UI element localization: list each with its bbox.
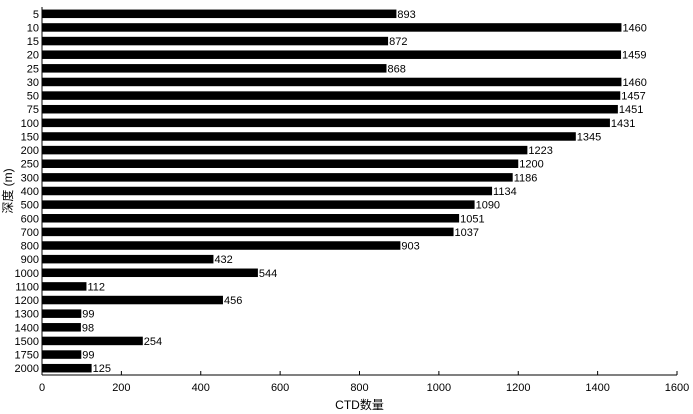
value-label-500: 1090 bbox=[476, 200, 500, 212]
y-tick-label-900: 900 bbox=[21, 254, 39, 266]
x-axis-title: CTD数量 bbox=[335, 397, 384, 412]
bar-300 bbox=[42, 173, 513, 182]
bar-1400 bbox=[42, 323, 81, 332]
bar-10 bbox=[42, 23, 622, 32]
value-label-200: 1223 bbox=[528, 145, 552, 157]
y-tick-label-100: 100 bbox=[21, 118, 39, 130]
bar-1100 bbox=[42, 282, 87, 291]
x-tick-label-0: 0 bbox=[39, 382, 45, 394]
value-label-1200: 456 bbox=[224, 295, 242, 307]
value-label-5: 893 bbox=[397, 9, 415, 21]
bar-200 bbox=[42, 145, 528, 155]
bar-25 bbox=[42, 64, 387, 73]
bars-group bbox=[42, 9, 622, 373]
value-label-25: 868 bbox=[387, 63, 405, 75]
y-tick-label-5: 5 bbox=[33, 9, 39, 21]
bar-250 bbox=[42, 159, 519, 168]
value-label-1750: 99 bbox=[82, 350, 94, 362]
value-label-400: 1134 bbox=[493, 186, 517, 198]
x-tick-label-600: 600 bbox=[271, 382, 289, 394]
bar-100 bbox=[42, 118, 610, 128]
value-label-50: 1457 bbox=[621, 91, 645, 103]
bar-500 bbox=[42, 200, 475, 209]
y-tick-label-25: 25 bbox=[27, 63, 39, 75]
bar-400 bbox=[42, 186, 493, 196]
bar-1000 bbox=[42, 268, 258, 278]
value-label-300: 1186 bbox=[514, 172, 538, 184]
value-label-250: 1200 bbox=[519, 159, 543, 171]
bar-1300 bbox=[42, 309, 82, 318]
y-tick-label-250: 250 bbox=[21, 159, 39, 171]
bar-75 bbox=[42, 104, 618, 114]
bar-150 bbox=[42, 132, 576, 141]
y-axis-title: 深度 (m) bbox=[0, 168, 15, 213]
y-tick-label-400: 400 bbox=[21, 186, 39, 198]
value-label-75: 1451 bbox=[619, 104, 643, 116]
y-tick-label-1750: 1750 bbox=[15, 350, 39, 362]
value-label-900: 432 bbox=[214, 254, 232, 266]
bar-30 bbox=[42, 77, 622, 87]
bar-600 bbox=[42, 214, 460, 223]
bar-1200 bbox=[42, 295, 223, 305]
value-label-20: 1459 bbox=[622, 50, 646, 62]
value-label-800: 903 bbox=[401, 241, 419, 253]
y-tick-label-1200: 1200 bbox=[15, 295, 39, 307]
value-label-600: 1051 bbox=[460, 213, 484, 225]
y-tick-label-20: 20 bbox=[27, 50, 39, 62]
value-label-1500: 254 bbox=[144, 336, 162, 348]
bar-800 bbox=[42, 241, 401, 250]
y-tick-label-700: 700 bbox=[21, 227, 39, 239]
value-label-15: 872 bbox=[389, 36, 407, 48]
value-label-10: 1460 bbox=[622, 22, 646, 34]
value-label-1000: 544 bbox=[259, 268, 277, 280]
x-axis: 0 200 400 600 800 1000 1200 1400 1600 bbox=[39, 371, 689, 394]
value-label-2000: 125 bbox=[93, 363, 111, 375]
y-tick-label-1000: 1000 bbox=[15, 268, 39, 280]
bar-2000 bbox=[42, 363, 92, 373]
x-tick-label-1200: 1200 bbox=[506, 382, 530, 394]
y-tick-label-75: 75 bbox=[27, 104, 39, 116]
y-tick-label-300: 300 bbox=[21, 172, 39, 184]
y-tick-label-15: 15 bbox=[27, 36, 39, 48]
bar-1750 bbox=[42, 350, 82, 359]
value-label-700: 1037 bbox=[455, 227, 479, 239]
value-label-1400: 98 bbox=[82, 322, 94, 334]
x-tick-label-1000: 1000 bbox=[427, 382, 451, 394]
x-tick-label-1600: 1600 bbox=[665, 382, 689, 394]
y-tick-label-1300: 1300 bbox=[15, 309, 39, 321]
y-tick-label-150: 150 bbox=[21, 131, 39, 143]
value-label-1100: 112 bbox=[87, 281, 105, 293]
value-label-100: 1431 bbox=[611, 118, 635, 130]
y-tick-label-30: 30 bbox=[27, 77, 39, 89]
x-tick-label-200: 200 bbox=[112, 382, 130, 394]
bar-700 bbox=[42, 227, 454, 237]
x-tick-label-800: 800 bbox=[350, 382, 368, 394]
value-label-1300: 99 bbox=[82, 309, 94, 321]
bar-5 bbox=[42, 9, 397, 19]
bar-15 bbox=[42, 36, 389, 46]
value-label-30: 1460 bbox=[622, 77, 646, 89]
bar-1500 bbox=[42, 336, 143, 346]
x-tick-label-400: 400 bbox=[192, 382, 210, 394]
y-tick-label-200: 200 bbox=[21, 145, 39, 157]
value-label-150: 1345 bbox=[577, 131, 601, 143]
bar-50 bbox=[42, 91, 621, 100]
y-tick-label-2000: 2000 bbox=[15, 363, 39, 375]
bar-20 bbox=[42, 50, 622, 59]
y-tick-label-50: 50 bbox=[27, 91, 39, 103]
y-tick-label-1400: 1400 bbox=[15, 322, 39, 334]
x-tick-label-1400: 1400 bbox=[585, 382, 609, 394]
y-tick-label-800: 800 bbox=[21, 241, 39, 253]
y-tick-label-600: 600 bbox=[21, 213, 39, 225]
y-tick-label-1500: 1500 bbox=[15, 336, 39, 348]
y-tick-label-500: 500 bbox=[21, 200, 39, 212]
y-tick-label-1100: 1100 bbox=[15, 281, 39, 293]
y-tick-label-10: 10 bbox=[27, 22, 39, 34]
bar-900 bbox=[42, 254, 214, 264]
